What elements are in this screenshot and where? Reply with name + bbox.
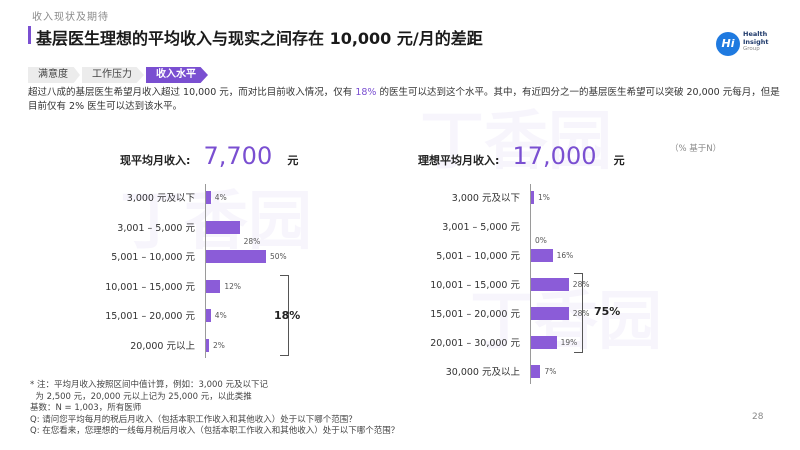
logo-line: Group [743, 46, 760, 52]
bar [206, 191, 211, 204]
category-label: 20,001 – 30,000 元 [430, 338, 520, 349]
category-label: 5,001 – 10,000 元 [111, 252, 195, 263]
current-income-average: 7,700 [203, 142, 273, 170]
watermark: 丁香园 [470, 285, 662, 359]
data-label: 4% [214, 311, 227, 320]
category-label: 15,001 – 20,000 元 [105, 311, 195, 322]
category-label: 3,001 – 5,000 元 [117, 222, 195, 234]
intro-text: 的医生可以达到这个水平。其中，有近四分之一的基层医生希望可以突破 20,000 … [28, 87, 780, 112]
watermark: 丁香园 [420, 105, 612, 179]
ideal-income-unit: 元 [613, 154, 625, 167]
bar [206, 279, 221, 293]
logo-text: Health Insight Group [743, 30, 769, 54]
page-title: 基层医生理想的平均收入与现实之间存在 10,000 元/月的差距 [36, 29, 483, 48]
category-label: 20,000 元以上 [130, 340, 195, 352]
bar [206, 220, 240, 234]
brand-logo: Hi Health Insight Group [716, 28, 776, 56]
logo-mark: Hi [716, 32, 740, 56]
data-label: 19% [560, 338, 578, 347]
note-line: 基数：N = 1,003，所有医师 [30, 403, 142, 413]
section-tabs: 满意度 工作压力 收入水平 [28, 67, 210, 83]
current-income-summary: 现平均月收入: 7,700 元 [120, 142, 298, 170]
intro-highlight: 18% [355, 87, 377, 98]
data-label: 28% [572, 280, 590, 289]
tab-income-level[interactable]: 收入水平 [146, 67, 208, 83]
ideal-income-average: 17,000 [512, 142, 597, 170]
data-label: 28% [243, 236, 261, 246]
bracket-label: 75% [594, 305, 621, 318]
intro-paragraph: 超过八成的基层医生希望月收入超过 10,000 元，而对比目前收入情况，仅有 1… [28, 86, 788, 114]
page-number: 28 [752, 412, 764, 422]
category-label: 3,000 元及以下 [126, 193, 195, 204]
note-line: Q: 在您看来，您理想的一线每月税后月收入（包括本职工作收入和其他收入）处于以下… [30, 426, 400, 436]
bracket-label: 18% [274, 309, 301, 322]
data-label: 2% [213, 340, 225, 350]
note-line: * 注：平均月收入按照区间中值计算，例如：3,000 元及以下记 [30, 380, 268, 390]
unit-note: （% 基于N） [670, 144, 722, 154]
section-label: 收入现状及期待 [32, 12, 109, 23]
category-label: 10,001 – 15,000 元 [105, 281, 195, 293]
current-income-unit: 元 [287, 154, 299, 167]
current-income-title: 现平均月收入: [120, 154, 191, 167]
ideal-income-title: 理想平均月收入: [418, 154, 500, 167]
bar [531, 365, 541, 378]
bar [206, 250, 266, 263]
bar [531, 336, 557, 349]
ideal-income-summary: 理想平均月收入: 17,000 元 [418, 142, 625, 170]
logo-line: Health [743, 30, 768, 38]
category-label: 10,001 – 15,000 元 [430, 280, 520, 291]
bar [531, 278, 569, 291]
bar [531, 307, 569, 320]
data-label: 16% [556, 251, 574, 260]
data-label: 7% [544, 367, 557, 376]
bar [206, 338, 209, 352]
title-accent-bar [28, 26, 31, 44]
bar [531, 191, 534, 204]
bar [531, 249, 553, 262]
data-label: 28% [572, 309, 590, 318]
category-label: 3,001 – 5,000 元 [442, 222, 520, 233]
note-line: 为 2,500 元，20,000 元以上记为 25,000 元，以此类推 [30, 391, 252, 402]
category-label: 15,001 – 20,000 元 [430, 309, 520, 320]
category-label: 5,001 – 10,000 元 [436, 251, 520, 262]
tab-satisfaction[interactable]: 满意度 [28, 67, 80, 83]
data-label: 50% [270, 252, 287, 261]
footnotes: * 注：平均月收入按照区间中值计算，例如：3,000 元及以下记 为 2,500… [30, 380, 550, 438]
data-label: 4% [214, 193, 227, 202]
chart-axis [530, 184, 531, 384]
data-label: 0% [535, 236, 547, 245]
bar [206, 309, 211, 322]
note-line: Q: 请问您平均每月的税后月收入（包括本职工作收入和其他收入）处于以下哪个范围？ [30, 414, 357, 425]
logo-line: Insight [743, 37, 769, 46]
tab-work-pressure[interactable]: 工作压力 [82, 67, 144, 83]
range-bracket [574, 273, 583, 353]
data-label: 12% [224, 281, 242, 291]
category-label: 3,000 元及以下 [451, 193, 520, 204]
intro-text: 超过八成的基层医生希望月收入超过 10,000 元，而对比目前收入情况，仅有 [28, 87, 356, 98]
chart-axis [205, 184, 206, 358]
category-label: 30,000 元及以上 [445, 367, 520, 378]
range-bracket [280, 274, 289, 356]
data-label: 1% [538, 193, 550, 202]
